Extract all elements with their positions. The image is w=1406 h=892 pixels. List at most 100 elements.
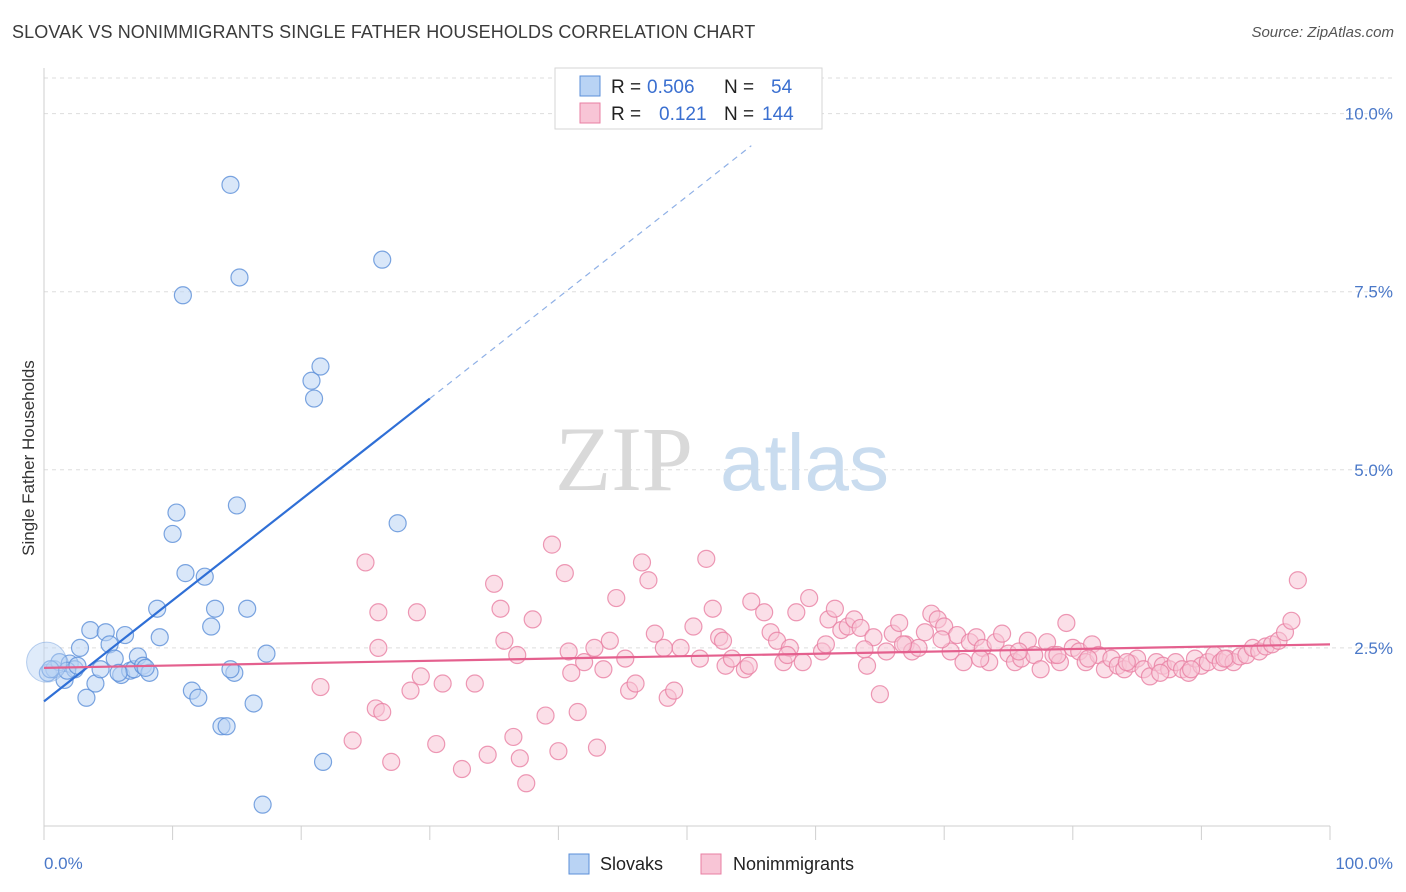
nonimmigrants-point bbox=[433, 674, 452, 693]
nonimmigrants-point bbox=[568, 702, 587, 722]
nonimmigrants-point bbox=[504, 727, 523, 747]
slovaks-point bbox=[302, 371, 321, 390]
legend-n-value: 54 bbox=[771, 77, 793, 98]
trend-lines bbox=[43, 145, 1331, 703]
nonimmigrants-point bbox=[857, 656, 877, 675]
nonimmigrants-point bbox=[703, 599, 722, 618]
nonimmigrants-point bbox=[407, 603, 427, 622]
legend-n-value: 144 bbox=[762, 104, 794, 125]
legend-r-value: 0.506 bbox=[647, 77, 695, 98]
nonimmigrants-point bbox=[356, 553, 375, 572]
nonimmigrants-point bbox=[713, 631, 733, 650]
legend-swatch-nonimmigrants bbox=[579, 102, 601, 124]
nonimmigrants-point bbox=[562, 663, 581, 682]
y-tick-label: 10.0% bbox=[1345, 105, 1393, 124]
nonimmigrants-point bbox=[864, 628, 883, 647]
y-tick-label: 2.5% bbox=[1354, 639, 1393, 658]
slovaks-trend-extension bbox=[429, 145, 752, 400]
nonimmigrants-point bbox=[478, 745, 497, 764]
nonimmigrants-point bbox=[401, 681, 420, 700]
nonimmigrants-point bbox=[1151, 663, 1170, 682]
nonimmigrants-point bbox=[373, 702, 392, 722]
nonimmigrants-point bbox=[684, 617, 703, 636]
watermark-zip: ZIP bbox=[555, 408, 693, 510]
nonimmigrants-point bbox=[536, 706, 555, 725]
nonimmigrants-point bbox=[343, 731, 362, 750]
nonimmigrants-point bbox=[755, 603, 774, 622]
nonimmigrants-point bbox=[1009, 642, 1028, 661]
nonimmigrants-point bbox=[787, 603, 806, 622]
legend-r-label: R = bbox=[611, 104, 641, 125]
series-legend-label-slovaks: Slovaks bbox=[600, 854, 663, 874]
nonimmigrants-point bbox=[1117, 653, 1136, 672]
nonimmigrants-point bbox=[600, 631, 619, 650]
slovaks-point bbox=[304, 389, 324, 408]
nonimmigrants-point bbox=[452, 759, 472, 779]
slovaks-point bbox=[253, 795, 272, 814]
slovaks-point bbox=[77, 688, 96, 707]
slovaks-point bbox=[150, 628, 169, 647]
slovaks-point bbox=[238, 599, 257, 618]
nonimmigrants-point bbox=[1057, 613, 1076, 633]
legend-n-label: N = bbox=[724, 104, 754, 125]
nonimmigrants-point bbox=[1048, 645, 1067, 665]
slovaks-point bbox=[244, 694, 263, 713]
nonimmigrants-point bbox=[816, 635, 835, 654]
nonimmigrants-point bbox=[915, 623, 935, 642]
x-tick-label-max: 100.0% bbox=[1335, 854, 1393, 873]
nonimmigrants-point bbox=[1215, 649, 1234, 668]
nonimmigrants-point bbox=[587, 738, 607, 757]
nonimmigrants-point bbox=[542, 535, 562, 554]
nonimmigrants-point bbox=[559, 642, 578, 661]
nonimmigrants-point bbox=[851, 618, 870, 638]
nonimmigrants-point bbox=[491, 599, 510, 618]
slovaks-point bbox=[173, 286, 192, 305]
nonimmigrants-point bbox=[594, 660, 613, 679]
chart-title: SLOVAK VS NONIMMIGRANTS SINGLE FATHER HO… bbox=[12, 22, 756, 42]
slovaks-point bbox=[81, 620, 100, 640]
source-label: Source: ZipAtlas.com bbox=[1251, 24, 1394, 41]
nonimmigrants-point bbox=[932, 630, 951, 649]
nonimmigrants-point bbox=[654, 638, 673, 658]
nonimmigrants-point bbox=[495, 631, 514, 650]
nonimmigrants-point bbox=[485, 574, 504, 593]
y-tick-labels: 2.5% 5.0% 7.5% 10.0% bbox=[1345, 105, 1393, 658]
legend-n-label: N = bbox=[724, 77, 754, 98]
nonimmigrants-point bbox=[1079, 649, 1098, 668]
nonimmigrants-point bbox=[800, 588, 819, 608]
nonimmigrants-point bbox=[411, 667, 430, 686]
nonimmigrants-point bbox=[626, 674, 645, 693]
nonimmigrants-point bbox=[382, 752, 401, 771]
slovaks-point bbox=[227, 496, 246, 515]
nonimmigrants-trend-line bbox=[43, 643, 1331, 669]
nonimmigrants-point bbox=[607, 588, 626, 608]
nonimmigrants-point bbox=[671, 638, 690, 658]
slovaks-point bbox=[205, 599, 225, 618]
slovaks-trend-line bbox=[43, 397, 431, 703]
nonimmigrants-point bbox=[616, 649, 635, 668]
nonimmigrants-point bbox=[890, 613, 909, 633]
nonimmigrants-point bbox=[992, 624, 1012, 643]
nonimmigrants-point bbox=[555, 564, 574, 583]
nonimmigrants-point bbox=[465, 674, 484, 693]
nonimmigrants-point bbox=[954, 653, 973, 672]
nonimmigrants-point bbox=[585, 638, 604, 658]
nonimmigrants-point bbox=[1282, 611, 1301, 630]
nonimmigrants-point bbox=[793, 653, 812, 672]
slovaks-point bbox=[388, 514, 407, 533]
nonimmigrants-point bbox=[909, 638, 928, 658]
series-legend: Slovaks Nonimmigrants bbox=[568, 853, 854, 875]
nonimmigrants-point bbox=[369, 638, 388, 658]
y-axis-label: Single Father Households bbox=[19, 360, 38, 556]
slovaks-point bbox=[70, 638, 90, 658]
slovaks-point bbox=[91, 660, 110, 679]
slovaks-point bbox=[202, 617, 221, 636]
slovaks-point bbox=[230, 268, 249, 287]
nonimmigrants-point bbox=[549, 742, 568, 761]
nonimmigrants-point bbox=[825, 599, 844, 618]
y-tick-label: 5.0% bbox=[1354, 461, 1393, 480]
nonimmigrants-point bbox=[855, 640, 874, 659]
slovaks-point bbox=[136, 658, 155, 677]
nonimmigrants-point bbox=[510, 749, 529, 768]
